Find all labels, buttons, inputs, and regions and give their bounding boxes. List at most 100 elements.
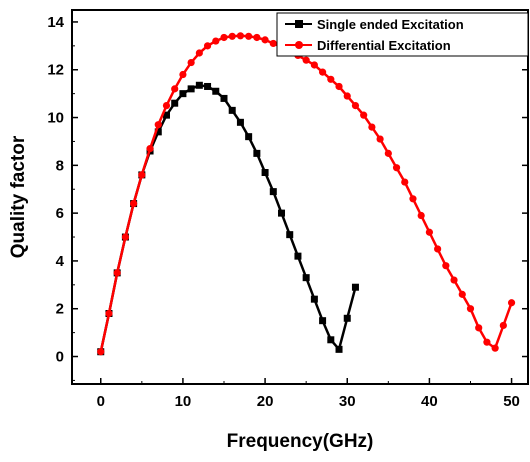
data-point: [203, 42, 212, 50]
data-point: [187, 58, 195, 67]
data-point: [138, 171, 146, 179]
y-tick-label: 12: [47, 62, 64, 79]
data-point: [343, 314, 351, 322]
data-point: [409, 195, 417, 203]
data-point: [236, 32, 245, 40]
data-point: [466, 305, 475, 313]
data-point: [154, 121, 162, 129]
data-point: [195, 49, 203, 57]
data-point: [146, 145, 154, 153]
x-tick-label: 10: [175, 393, 192, 410]
data-point: [195, 81, 203, 89]
data-point: [507, 299, 516, 307]
data-point: [121, 233, 130, 241]
ticks-layer: 0 10 20 30 40 50 0 2 4 6 8 10 12 14: [47, 14, 528, 410]
legend-marker-single: [295, 20, 303, 28]
data-point: [335, 345, 343, 353]
data-point: [310, 61, 318, 69]
x-tick-label: 0: [97, 393, 105, 410]
data-point: [228, 32, 236, 40]
series-line: [99, 34, 513, 352]
data-point: [220, 94, 228, 102]
data-point: [261, 36, 269, 44]
series-single-ended: [97, 81, 359, 356]
series-layer: [97, 32, 516, 356]
data-point: [434, 245, 442, 253]
y-tick-label: 4: [56, 253, 65, 270]
data-point: [253, 33, 261, 42]
data-point: [171, 99, 179, 107]
data-point: [458, 290, 466, 298]
data-point: [425, 228, 434, 236]
data-point: [302, 274, 310, 282]
data-point: [171, 85, 179, 93]
data-point: [360, 111, 368, 119]
x-tick-label: 40: [421, 393, 438, 410]
legend-label-single: Single ended Excitation: [317, 17, 464, 32]
y-tick-label: 0: [56, 349, 64, 366]
data-point: [450, 276, 458, 284]
data-point: [253, 149, 261, 157]
y-tick-label: 10: [47, 110, 64, 127]
data-point: [269, 39, 277, 48]
series-line: [99, 84, 357, 352]
data-point: [302, 56, 310, 64]
legend: Single ended Excitation Differential Exc…: [276, 12, 529, 57]
data-point: [491, 344, 499, 352]
x-tick-label: 30: [339, 393, 356, 410]
data-point: [220, 33, 228, 42]
data-point: [294, 252, 302, 260]
data-point: [162, 101, 171, 110]
data-point: [351, 283, 359, 291]
legend-label-differential: Differential Excitation: [317, 38, 451, 53]
data-point: [384, 149, 392, 157]
data-point: [343, 92, 351, 100]
data-point: [475, 324, 483, 332]
data-point: [310, 295, 318, 303]
data-point: [187, 85, 195, 93]
data-point: [483, 338, 491, 346]
legend-box: [276, 12, 529, 57]
y-tick-label: 14: [47, 14, 64, 31]
data-point: [327, 336, 335, 344]
data-point: [236, 118, 244, 126]
data-point: [278, 209, 286, 217]
data-point: [319, 317, 327, 325]
data-point: [351, 101, 360, 110]
series-differential: [97, 32, 516, 356]
y-axis-label: Quality factor: [8, 135, 29, 258]
data-point: [499, 321, 507, 330]
data-point: [392, 164, 401, 172]
x-axis-label: Frequency(GHz): [227, 431, 374, 452]
data-point: [368, 123, 376, 131]
y-tick-label: 6: [56, 205, 64, 222]
y-tick-label: 2: [56, 301, 64, 318]
data-point: [212, 87, 220, 95]
data-point: [179, 90, 187, 98]
data-point: [105, 309, 113, 318]
data-point: [269, 188, 277, 196]
data-point: [113, 269, 121, 277]
x-tick-label: 20: [257, 393, 274, 410]
plot-area-frame: [71, 9, 529, 385]
data-point: [162, 111, 170, 119]
data-point: [401, 178, 409, 186]
data-point: [442, 262, 450, 270]
data-point: [97, 348, 105, 356]
data-point: [335, 82, 343, 91]
data-point: [245, 133, 253, 141]
data-point: [130, 199, 138, 208]
data-point: [204, 82, 212, 90]
legend-marker-differential: [295, 41, 303, 49]
data-point: [327, 75, 335, 83]
data-point: [261, 169, 269, 177]
y-tick-label: 8: [56, 157, 64, 174]
data-point: [179, 70, 187, 79]
data-point: [154, 128, 162, 136]
x-tick-label: 50: [503, 393, 520, 410]
data-point: [318, 68, 327, 76]
data-point: [417, 211, 425, 220]
data-point: [212, 37, 220, 45]
